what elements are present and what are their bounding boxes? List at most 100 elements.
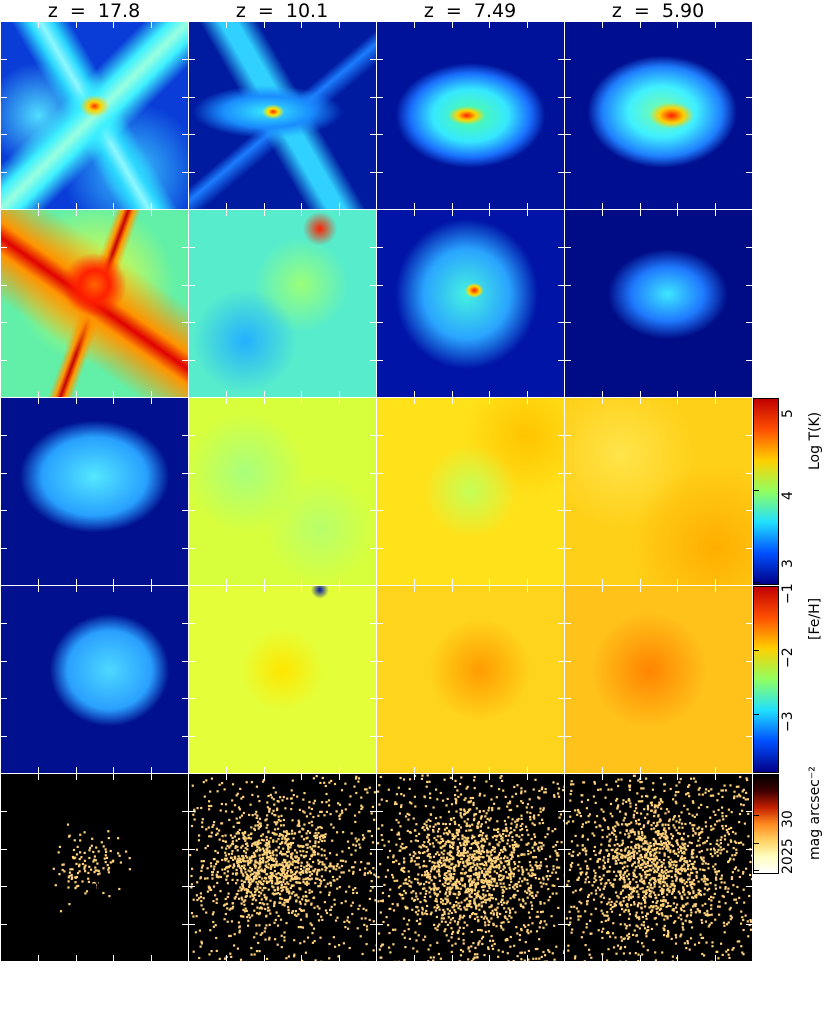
star-particle: [735, 848, 738, 851]
star-particle: [455, 829, 459, 832]
star-particle: [239, 866, 242, 869]
star-particle: [609, 935, 612, 938]
star-particle: [704, 791, 707, 794]
star-particle: [239, 861, 242, 864]
star-particle: [241, 885, 244, 888]
star-particle: [456, 833, 460, 837]
star-particle: [400, 793, 403, 796]
star-particle: [432, 887, 435, 890]
star-particle: [619, 810, 622, 813]
star-particle: [658, 847, 662, 850]
star-particle: [305, 871, 308, 874]
star-particle: [93, 871, 96, 874]
star-particle: [493, 828, 496, 831]
star-particle: [266, 823, 269, 827]
star-particle: [496, 916, 499, 919]
star-particle: [270, 858, 273, 861]
star-particle: [541, 821, 545, 825]
star-particle: [330, 779, 333, 782]
star-particle: [480, 915, 483, 918]
star-particle: [68, 871, 71, 874]
star-particle: [368, 786, 371, 789]
star-particle: [299, 844, 302, 848]
star-particle: [109, 861, 112, 864]
star-particle: [563, 819, 564, 822]
star-particle: [648, 864, 651, 868]
star-particle: [270, 865, 273, 869]
star-particle: [290, 874, 293, 877]
star-particle: [277, 881, 281, 884]
star-particle: [733, 795, 736, 798]
star-particle: [541, 818, 544, 821]
star-particle: [640, 780, 643, 784]
star-particle: [625, 829, 628, 832]
star-particle: [295, 914, 298, 917]
star-particle: [729, 918, 732, 921]
star-particle: [322, 836, 325, 839]
star-particle: [688, 859, 691, 862]
star-particle: [569, 793, 572, 796]
star-particle: [703, 869, 706, 872]
star-particle: [240, 896, 243, 899]
star-particle: [266, 806, 269, 809]
star-particle: [423, 899, 426, 902]
star-particle: [283, 853, 286, 856]
star-particle: [270, 875, 273, 878]
star-particle: [368, 830, 371, 833]
star-particle: [676, 839, 679, 842]
star-particle: [725, 828, 728, 831]
star-particle: [460, 852, 463, 855]
star-particle: [427, 833, 431, 836]
star-particle: [519, 951, 522, 954]
star-particle: [285, 922, 288, 925]
star-particle: [332, 879, 335, 882]
star-particle: [255, 875, 258, 878]
star-particle: [446, 908, 449, 911]
star-particle: [568, 910, 571, 913]
star-particle: [662, 903, 665, 906]
star-particle: [733, 790, 736, 793]
colorbar-brightness-title: mag arcsec⁻²: [807, 766, 823, 860]
star-particle: [481, 856, 484, 859]
star-particle: [323, 863, 326, 866]
panel-density-z5: [565, 22, 752, 209]
star-particle: [507, 861, 511, 864]
star-particle: [321, 861, 324, 864]
star-particle: [635, 822, 638, 825]
star-particle: [597, 929, 600, 932]
star-particle: [634, 819, 638, 822]
star-particle: [629, 805, 632, 808]
star-particle: [411, 897, 414, 900]
star-particle: [316, 905, 319, 908]
star-particle: [416, 950, 419, 953]
star-particle: [718, 819, 721, 822]
star-particle: [222, 904, 226, 907]
star-particle: [402, 882, 405, 885]
star-particle: [454, 797, 457, 800]
star-particle: [317, 826, 320, 829]
star-particle: [518, 835, 521, 838]
star-particle: [387, 895, 391, 898]
star-particle: [367, 862, 371, 865]
star-particle: [387, 840, 390, 843]
star-particle: [625, 854, 628, 857]
star-particle: [421, 911, 424, 914]
star-particle: [415, 905, 418, 908]
star-particle: [87, 880, 90, 883]
star-particle: [436, 851, 439, 854]
star-particle: [104, 861, 107, 864]
star-particle: [673, 887, 676, 890]
star-particle: [261, 889, 264, 892]
star-particle: [534, 947, 537, 951]
star-particle: [245, 837, 248, 840]
star-particle: [262, 847, 265, 850]
star-particle: [633, 853, 636, 856]
star-particle: [317, 831, 320, 835]
star-particle: [289, 886, 292, 889]
star-particle: [649, 854, 652, 857]
star-particle: [457, 851, 460, 854]
star-particle: [278, 880, 281, 883]
star-particle: [647, 845, 650, 848]
star-particle: [674, 874, 677, 877]
star-particle: [654, 893, 657, 897]
